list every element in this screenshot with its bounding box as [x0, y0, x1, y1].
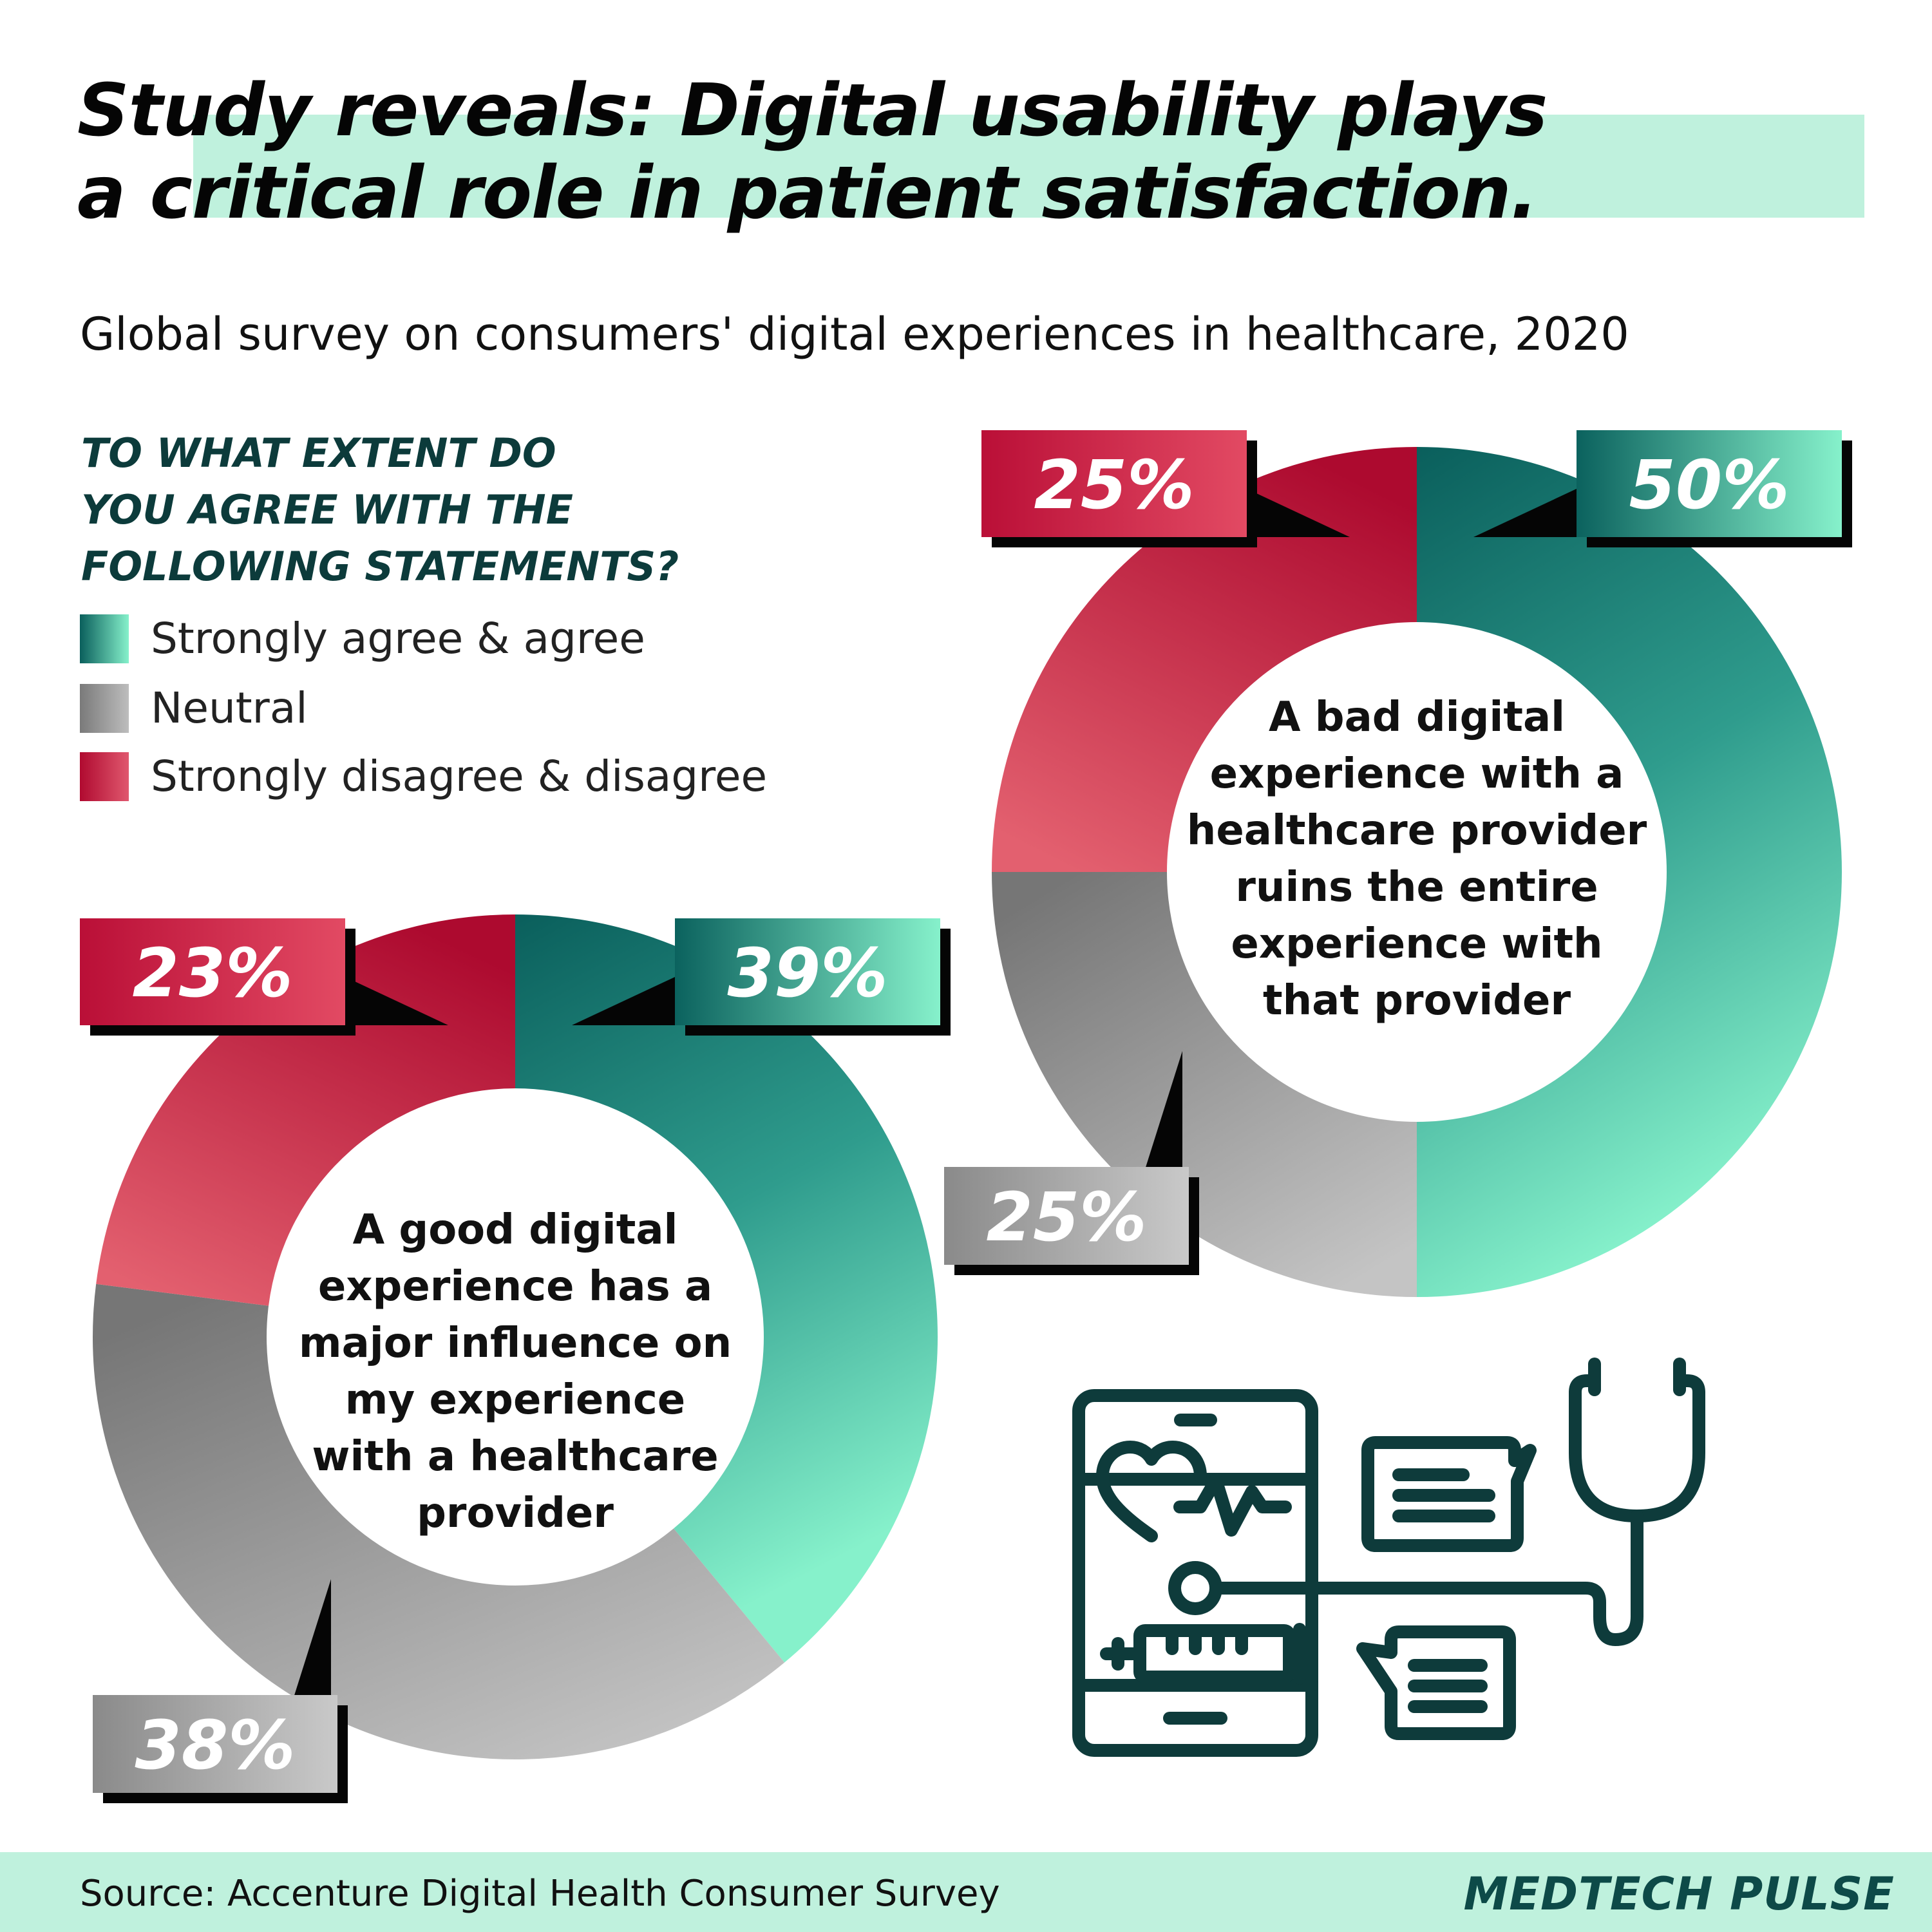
title-highlight-band-1 [193, 115, 1864, 218]
legend-label-neutral: Neutral [151, 683, 308, 733]
donut-0-value-label-neutral: 25% [944, 1051, 1199, 1275]
donut-layer [92, 447, 1842, 1759]
center-label-line: experience has a [317, 1263, 713, 1311]
legend-label-disagree: Strongly disagree & disagree [151, 752, 768, 801]
legend-item-agree: Strongly agree & agree [80, 612, 917, 663]
value-label-text: 25% [987, 1178, 1147, 1256]
label-pointer [292, 1579, 331, 1701]
legend-swatch-disagree [80, 752, 129, 801]
title-line-2: a critical role in patient satisfaction. [77, 151, 1538, 235]
heart-pulse-icon [1096, 1441, 1292, 1542]
footer-bar: Source: Accenture Digital Health Consume… [0, 1852, 1932, 1932]
center-label-line: provider [417, 1490, 614, 1537]
value-label-text: 39% [728, 934, 888, 1012]
legend-item-neutral: Neutral [80, 681, 917, 733]
donut-0-segment-agree [1417, 447, 1842, 1297]
label-box [981, 430, 1247, 537]
label-pointer [1144, 1051, 1182, 1173]
donut-0-value-label-disagree: 25% [981, 430, 1350, 547]
source-note: Source: Accenture Digital Health Consume… [80, 1873, 1000, 1915]
question-heading: TO WHAT EXTENT DO YOU AGREE WITH THE FOL… [81, 425, 918, 595]
chat-bubble-icon [1361, 1436, 1537, 1552]
value-label-text: 25% [1034, 446, 1195, 524]
donut-center-label-good: A good digital experience has a major in… [264, 1202, 766, 1542]
donut-charts: 50% 25% 25% 39% 38% 23% [80, 430, 1852, 1803]
donut-1-value-label-disagree: 23% [80, 918, 448, 1036]
syringe-icon [1100, 1623, 1306, 1685]
donut-0-segment-disagree [992, 447, 1417, 872]
center-label-line: experience with [1231, 920, 1603, 968]
center-label-line: with a healthcare [312, 1433, 719, 1481]
center-label-line: A good digital [352, 1206, 678, 1254]
legend-item-disagree: Strongly disagree & disagree [80, 750, 917, 801]
center-label-line: A bad digital [1268, 694, 1566, 741]
stethoscope-icon [1168, 1358, 1705, 1646]
label-pointer [572, 974, 681, 1025]
donut-1-value-label-agree: 39% [572, 918, 951, 1036]
label-pointer [339, 974, 448, 1025]
label-box [1577, 430, 1842, 537]
donut-center-label-bad: A bad digital experience with a healthca… [1166, 689, 1668, 1029]
label-box [944, 1167, 1189, 1265]
label-box [93, 1695, 337, 1793]
donut-0-segment-neutral [992, 872, 1417, 1297]
page-title: Study reveals: Digital usability plays a… [77, 70, 1880, 234]
donut-0-value-label-agree: 50% [1473, 430, 1852, 547]
donut-1-segment-agree [515, 914, 938, 1663]
center-label-line: healthcare provider [1186, 807, 1647, 855]
legend-swatch-agree [80, 614, 129, 663]
center-label-line: that provider [1263, 977, 1571, 1025]
value-label-text: 38% [135, 1706, 296, 1785]
legend-swatch-neutral [80, 684, 129, 733]
label-box [675, 918, 940, 1025]
title-line-1: Study reveals: Digital usability plays [77, 69, 1548, 153]
center-label-line: my experience [345, 1376, 686, 1424]
center-label-line: major influence on [298, 1320, 732, 1367]
legend-label-agree: Strongly agree & agree [151, 614, 645, 663]
chat-bubble-icon [1356, 1625, 1516, 1740]
question-line-2: YOU AGREE WITH THE [81, 486, 573, 533]
label-pointer [1240, 486, 1350, 537]
subtitle: Global survey on consumers' digital expe… [80, 308, 1629, 361]
label-pointer [1473, 486, 1583, 537]
brand-logo: MEDTECH PULSE [1463, 1868, 1895, 1920]
question-line-1: TO WHAT EXTENT DO [81, 430, 556, 477]
value-label-text: 23% [133, 934, 293, 1012]
question-line-3: FOLLOWING STATEMENTS? [81, 543, 679, 590]
label-box [80, 918, 345, 1025]
donut-1-segment-neutral [92, 1283, 785, 1759]
medical-illustration [1072, 1358, 1705, 1757]
center-label-line: experience with a [1209, 750, 1624, 798]
center-label-line: ruins the entire [1235, 864, 1598, 911]
donut-1-value-label-neutral: 38% [93, 1579, 348, 1803]
value-label-text: 50% [1629, 446, 1790, 524]
value-label-layer: 50% 25% 25% 39% 38% 23% [80, 430, 1852, 1803]
